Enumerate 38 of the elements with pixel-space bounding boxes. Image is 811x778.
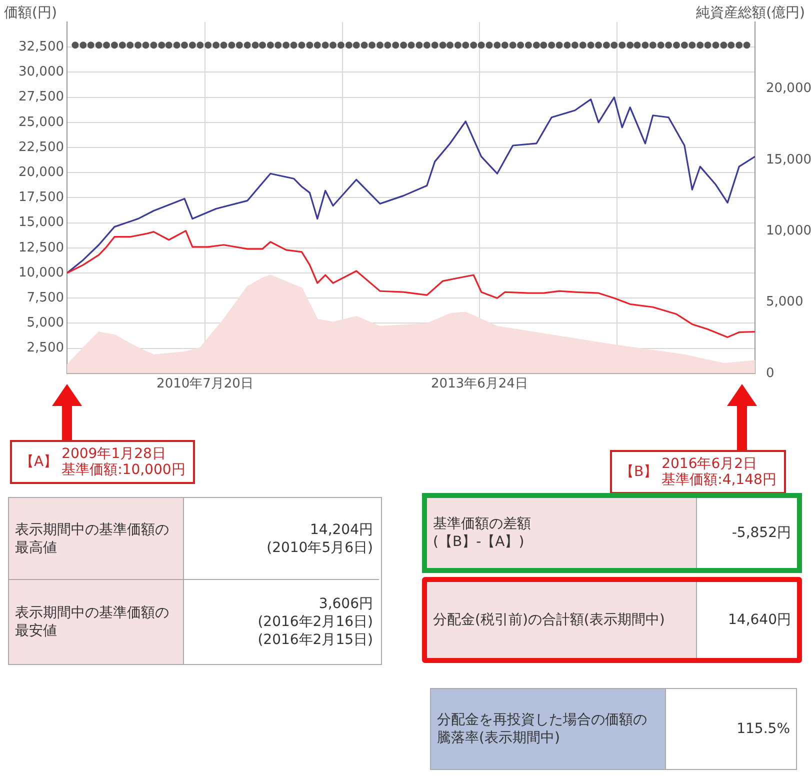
y-tick-label: 30,000 bbox=[18, 64, 64, 80]
y-axis-title: 価額(円) bbox=[4, 5, 57, 21]
text: 3,606円 (2016年2月16日) (2016年2月15日) bbox=[258, 595, 373, 649]
y2-tick-label: 0 bbox=[766, 366, 774, 381]
text: 2009年1月28日 bbox=[62, 446, 167, 462]
text: 分配金を再投資した場合の価額の騰落率(表示期間中) bbox=[437, 711, 648, 747]
text: -5,852円 bbox=[732, 524, 791, 542]
y2-tick-label: 5,000 bbox=[766, 294, 804, 310]
y-tick-label: 20,000 bbox=[18, 164, 64, 180]
y-tick-label: 25,000 bbox=[18, 114, 64, 130]
text: 14,204円 (2010年5月6日) bbox=[266, 520, 373, 556]
text: 基準価額の差額 (【B】-【A】) bbox=[433, 515, 531, 551]
y-tick-label: 15,000 bbox=[18, 215, 64, 230]
text: 基準価額:4,148円 bbox=[662, 472, 776, 488]
y-tick-label: 32,500 bbox=[18, 39, 64, 54]
text: 【B】 bbox=[620, 464, 658, 480]
y2-tick-label: 15,000 bbox=[766, 152, 811, 168]
x-tick-label: 2013年6月24日 bbox=[431, 376, 528, 392]
x-tick-label: 2010年7月20日 bbox=[156, 376, 254, 392]
y2-tick-label: 20,000 bbox=[766, 81, 811, 96]
text: 表示期間中の基準価額の最高値 bbox=[15, 520, 170, 556]
y-tick-label: 10,000 bbox=[18, 265, 64, 280]
y-tick-label: 7,500 bbox=[26, 290, 64, 306]
text: 14,640円 bbox=[728, 611, 791, 629]
text: 基準価額:10,000円 bbox=[62, 462, 186, 478]
y-tick-label: 5,000 bbox=[26, 316, 64, 331]
y-tick-label: 22,500 bbox=[18, 140, 64, 155]
text: 2016年6月2日 bbox=[662, 456, 758, 472]
y2-tick-label: 10,000 bbox=[766, 224, 811, 239]
text: 表示期間中の基準価額の最安値 bbox=[15, 604, 170, 640]
y-tick-label: 17,500 bbox=[18, 190, 64, 206]
text: 115.5% bbox=[736, 721, 790, 737]
y-tick-label: 12,500 bbox=[18, 240, 64, 256]
text: 分配金(税引前)の合計額(表示期間中) bbox=[433, 611, 665, 629]
y2-axis-title: 純資産総額(億円) bbox=[696, 5, 805, 21]
y-tick-label: 2,500 bbox=[26, 340, 64, 356]
y-tick-label: 27,500 bbox=[18, 90, 64, 105]
text: 【A】 bbox=[20, 454, 58, 470]
